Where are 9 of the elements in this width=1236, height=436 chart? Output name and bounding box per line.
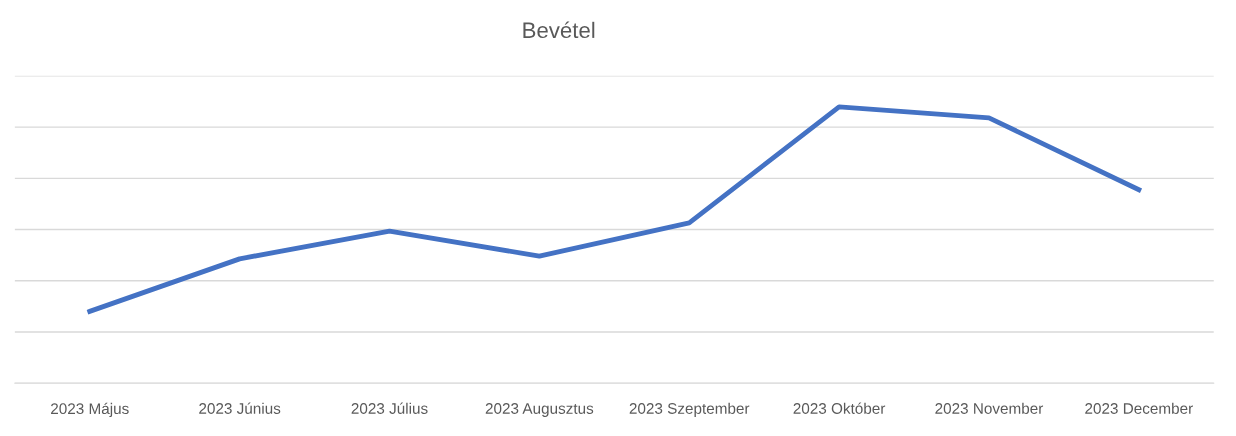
x-tick-label: 2023 November	[935, 402, 1044, 414]
x-tick-label: 2023 Június	[199, 402, 281, 414]
x-tick-label: 2023 Július	[351, 402, 428, 414]
x-tick-label: 2023 Május	[51, 402, 129, 418]
x-tick-label: 2023 Augusztus	[485, 403, 594, 417]
x-tick-label: 2023 December	[1085, 402, 1193, 414]
x-tick-label: 2023 Október	[793, 402, 886, 414]
x-tick-label: 2023 Szeptember	[629, 402, 750, 417]
chart-title: Bevétel	[523, 21, 595, 39]
